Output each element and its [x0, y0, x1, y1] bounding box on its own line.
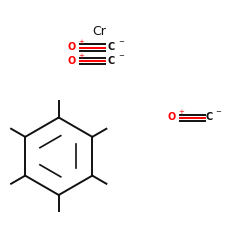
Text: C: C — [108, 56, 115, 66]
Text: C: C — [205, 112, 212, 122]
Text: O: O — [67, 42, 76, 52]
Text: C: C — [108, 42, 115, 52]
Text: +: + — [78, 40, 84, 46]
Text: +: + — [178, 110, 184, 116]
Text: +: + — [78, 53, 84, 59]
Text: −: − — [118, 53, 124, 59]
Text: −: − — [118, 40, 124, 46]
Text: −: − — [215, 110, 221, 116]
Text: O: O — [67, 56, 76, 66]
Text: O: O — [167, 112, 175, 122]
Text: Cr: Cr — [92, 25, 106, 38]
